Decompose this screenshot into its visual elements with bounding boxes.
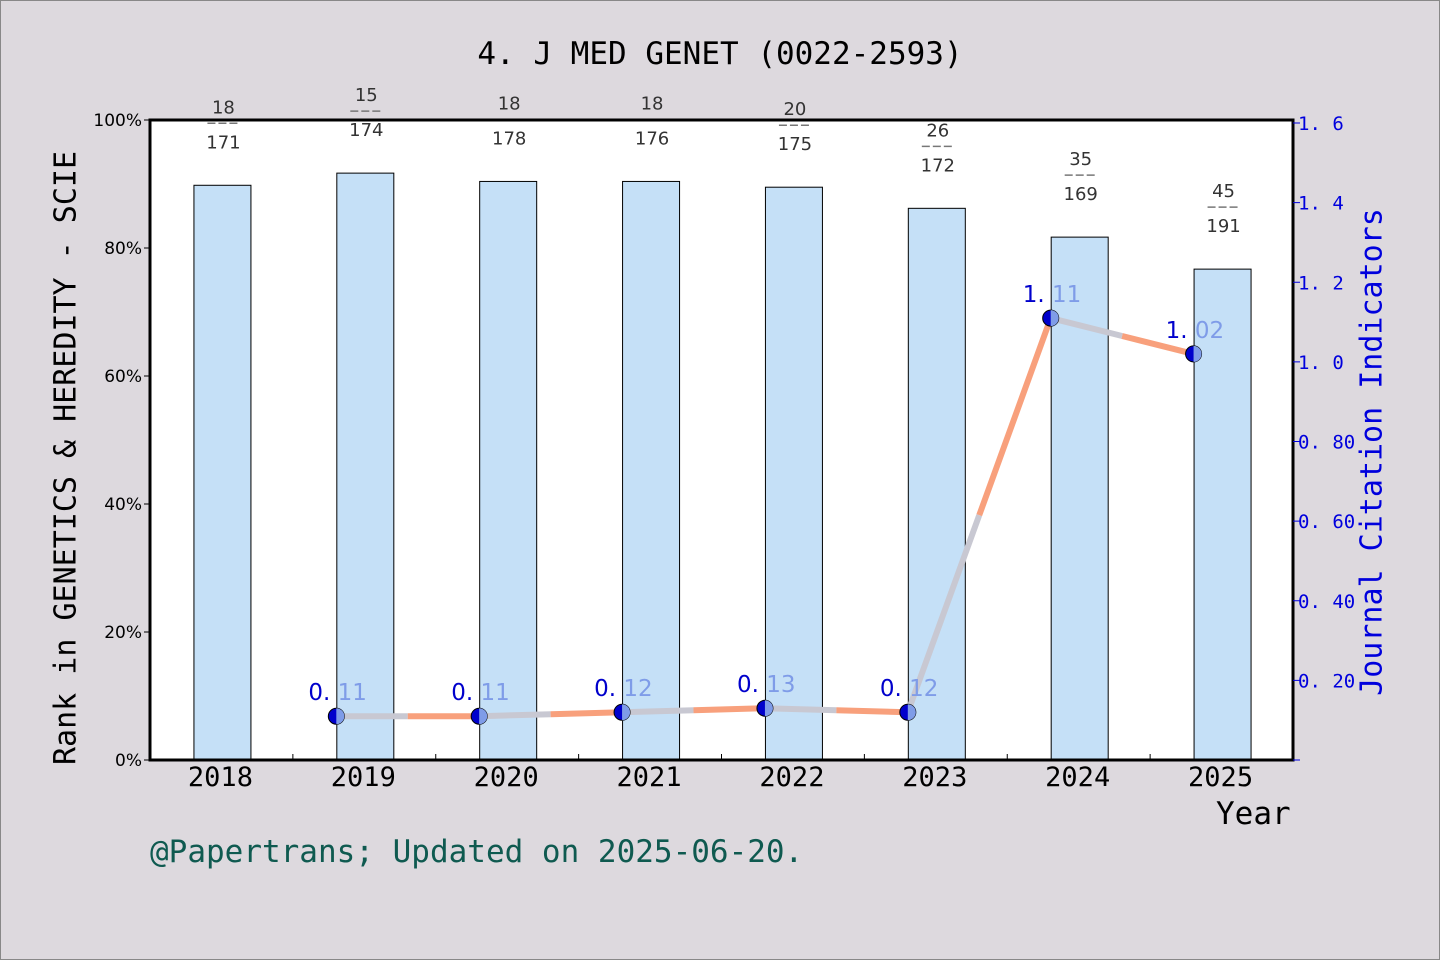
svg-text:1. 11: 1. 11 — [1023, 282, 1082, 308]
left-tick-label: 60% — [104, 367, 142, 387]
right-tick-label: 1. 0 — [1298, 352, 1344, 374]
left-axis: 0% 20% 40% 60% 80% 100% — [93, 111, 150, 771]
svg-text:0. 11: 0. 11 — [308, 680, 367, 706]
svg-text:18: 18 — [498, 93, 521, 114]
svg-text:169: 169 — [1064, 184, 1098, 205]
rank-label: 26 172 — [921, 120, 955, 176]
x-tick-label: 2025 — [1188, 762, 1253, 793]
jci-point-2024: 1. 11 — [1023, 282, 1082, 327]
bar-2019 — [336, 172, 395, 761]
jci-point-2021: 0. 12 — [594, 676, 653, 721]
bar-2023 — [907, 207, 966, 761]
bar-2022 — [764, 186, 823, 761]
svg-text:15: 15 — [355, 85, 378, 106]
x-tick-label: 2023 — [902, 762, 967, 793]
bar-2021 — [622, 180, 681, 761]
x-axis: 2018 2019 2020 2021 2022 2023 2024 2025 — [188, 754, 1253, 793]
x-tick-label: 2018 — [188, 762, 253, 793]
rank-label: 20 175 — [778, 99, 812, 155]
credit-annotation: @Papertrans; Updated on 2025-06-20. — [150, 834, 804, 870]
right-tick-label: 0. 60 — [1298, 511, 1355, 533]
bar-series — [193, 172, 1252, 761]
svg-text:20: 20 — [783, 99, 806, 120]
left-tick-label: 20% — [104, 623, 142, 643]
x-tick-label: 2020 — [474, 762, 539, 793]
jci-point-2019: 0. 11 — [308, 680, 367, 725]
x-tick-label: 2019 — [331, 762, 396, 793]
svg-text:1. 02: 1. 02 — [1166, 318, 1225, 344]
x-tick-label: 2024 — [1045, 762, 1110, 793]
svg-text:176: 176 — [635, 128, 669, 149]
jci-point-2020: 0. 11 — [451, 680, 510, 725]
svg-text:0. 11: 0. 11 — [451, 680, 510, 706]
line-series: 0. 11 0. 11 0. 12 0. 13 0. 12 1. 11 1. 02 — [308, 282, 1225, 725]
svg-text:0. 13: 0. 13 — [737, 672, 796, 698]
svg-text:45: 45 — [1212, 181, 1235, 202]
svg-text:18: 18 — [641, 93, 664, 114]
svg-text:18: 18 — [212, 97, 235, 118]
rank-label: 18 171 — [206, 97, 240, 153]
right-tick-label: 1. 6 — [1298, 113, 1344, 135]
right-axis: 0. 20 0. 40 0. 60 0. 80 1. 0 1. 2 1. 4 1. 6 — [1293, 113, 1355, 761]
svg-text:0. 12: 0. 12 — [594, 676, 653, 702]
x-tick-label: 2022 — [759, 762, 824, 793]
svg-text:26: 26 — [926, 120, 949, 141]
rank-label: 35 169 — [1064, 149, 1098, 205]
right-tick-label: 0. 20 — [1298, 670, 1355, 692]
left-tick-label: 40% — [104, 495, 142, 515]
svg-text:0. 12: 0. 12 — [880, 676, 939, 702]
jci-point-2023: 0. 12 — [880, 676, 939, 721]
plot-area — [150, 120, 1293, 760]
svg-text:172: 172 — [921, 155, 955, 176]
svg-text:191: 191 — [1206, 216, 1240, 237]
bar-labels: 18 171 15 174 18 178 18 176 20 175 26 172 35 169 45 191 — [206, 85, 1240, 237]
right-tick-label: 1. 2 — [1298, 272, 1344, 294]
svg-text:171: 171 — [206, 132, 240, 153]
rank-label: 45 191 — [1206, 181, 1240, 237]
svg-text:35: 35 — [1069, 149, 1092, 170]
bar-2020 — [479, 180, 538, 761]
bar-2024 — [1050, 236, 1109, 761]
jci-point-2022: 0. 13 — [737, 672, 796, 717]
left-tick-label: 0% — [115, 751, 142, 771]
right-tick-label: 0. 80 — [1298, 432, 1355, 454]
right-tick-label: 1. 4 — [1298, 193, 1344, 215]
left-tick-label: 100% — [93, 111, 142, 131]
svg-text:175: 175 — [778, 134, 812, 155]
right-tick-label: 0. 40 — [1298, 591, 1355, 613]
x-axis-title: Year — [1216, 796, 1291, 832]
x-tick-label: 2021 — [617, 762, 682, 793]
chart-title: 4. J MED GENET (0022-2593) — [477, 36, 963, 72]
svg-text:178: 178 — [492, 128, 526, 149]
jci-point-2025: 1. 02 — [1166, 318, 1225, 363]
svg-text:174: 174 — [349, 120, 383, 141]
left-tick-label: 80% — [104, 239, 142, 259]
rank-label: 15 174 — [349, 85, 383, 141]
bar-2018 — [193, 184, 252, 761]
